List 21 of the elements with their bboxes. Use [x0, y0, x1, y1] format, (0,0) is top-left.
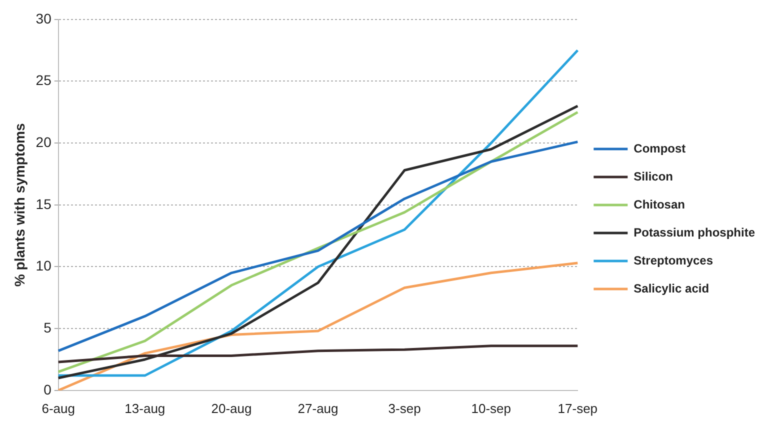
legend-label: Silicon	[634, 169, 673, 184]
y-axis-title: % plants with symptoms	[11, 123, 28, 287]
legend-label: Chitosan	[634, 197, 685, 212]
legend-label: Compost	[634, 141, 686, 156]
x-tick-label: 17-sep	[558, 400, 598, 416]
x-tick-label: 20-aug	[211, 400, 252, 416]
y-tick-label: 20	[36, 134, 52, 150]
y-tick-label: 15	[36, 196, 52, 212]
x-tick-label: 27-aug	[298, 400, 338, 416]
x-tick-label: 13-aug	[124, 400, 166, 416]
y-tick-label: 10	[36, 258, 52, 274]
x-tick-label: 6-aug	[42, 400, 75, 416]
legend-label: Potassium phosphite	[634, 225, 756, 240]
y-tick-label: 30	[36, 10, 52, 26]
legend-label: Streptomyces	[634, 253, 714, 268]
legend-label: Salicylic acid	[634, 281, 710, 296]
y-tick-label: 0	[44, 381, 52, 398]
y-tick-label: 5	[44, 319, 52, 336]
y-tick-label: 25	[36, 72, 52, 88]
x-tick-label: 10-sep	[471, 400, 511, 416]
x-tick-label: 3-sep	[388, 400, 421, 416]
